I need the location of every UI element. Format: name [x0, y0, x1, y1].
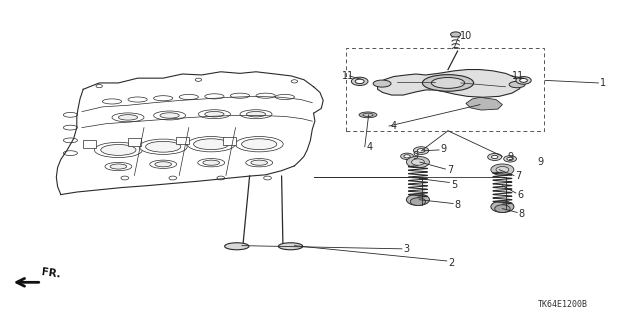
Ellipse shape — [246, 159, 273, 167]
Circle shape — [520, 78, 527, 82]
Circle shape — [413, 147, 429, 154]
Text: FR.: FR. — [40, 267, 61, 280]
Circle shape — [406, 194, 429, 205]
Circle shape — [491, 164, 514, 175]
Ellipse shape — [373, 80, 391, 87]
Text: 3: 3 — [403, 244, 410, 254]
Ellipse shape — [150, 160, 177, 168]
Ellipse shape — [203, 160, 220, 165]
Ellipse shape — [230, 93, 250, 98]
Ellipse shape — [225, 243, 249, 250]
Text: 8: 8 — [454, 200, 461, 210]
Ellipse shape — [236, 137, 284, 152]
Text: 11: 11 — [512, 71, 524, 81]
Ellipse shape — [118, 115, 138, 120]
Text: 9: 9 — [413, 151, 419, 161]
Ellipse shape — [112, 113, 144, 122]
Ellipse shape — [102, 99, 122, 104]
Circle shape — [496, 167, 509, 173]
Circle shape — [401, 153, 413, 160]
Text: 7: 7 — [515, 171, 522, 181]
Circle shape — [96, 85, 102, 88]
Circle shape — [264, 176, 271, 180]
Circle shape — [169, 176, 177, 180]
Bar — [346, 48, 544, 131]
Text: 11: 11 — [342, 71, 355, 81]
Ellipse shape — [256, 93, 275, 98]
Ellipse shape — [246, 112, 266, 117]
Text: 10: 10 — [460, 31, 472, 41]
Bar — [83, 140, 96, 148]
Bar — [223, 137, 236, 145]
Ellipse shape — [155, 162, 172, 167]
Circle shape — [404, 155, 410, 158]
Circle shape — [412, 159, 424, 165]
Bar — [176, 137, 189, 144]
Ellipse shape — [154, 111, 186, 120]
Circle shape — [516, 77, 531, 84]
Text: TK64E1200B: TK64E1200B — [538, 300, 588, 309]
Ellipse shape — [278, 243, 303, 250]
Ellipse shape — [198, 159, 225, 167]
Ellipse shape — [205, 94, 224, 99]
Ellipse shape — [359, 112, 377, 118]
Ellipse shape — [140, 139, 187, 154]
Polygon shape — [466, 97, 502, 110]
Ellipse shape — [198, 110, 230, 119]
Text: 2: 2 — [448, 258, 454, 268]
Ellipse shape — [205, 112, 224, 117]
Ellipse shape — [240, 110, 272, 119]
Circle shape — [495, 205, 510, 212]
Text: 1: 1 — [600, 78, 607, 88]
Ellipse shape — [242, 139, 277, 150]
Circle shape — [351, 77, 368, 85]
Circle shape — [504, 156, 516, 162]
Text: 5: 5 — [451, 180, 458, 190]
Ellipse shape — [194, 139, 229, 150]
Ellipse shape — [128, 97, 147, 102]
Polygon shape — [378, 70, 522, 97]
Ellipse shape — [431, 78, 465, 88]
Ellipse shape — [422, 75, 474, 91]
Ellipse shape — [63, 113, 77, 117]
Text: 7: 7 — [447, 165, 453, 175]
Circle shape — [406, 156, 429, 168]
Text: 9: 9 — [538, 157, 544, 167]
Circle shape — [291, 80, 298, 83]
Circle shape — [491, 201, 514, 212]
Bar — [128, 138, 141, 146]
Ellipse shape — [160, 113, 179, 118]
Circle shape — [121, 176, 129, 180]
Text: 6: 6 — [517, 190, 524, 200]
Circle shape — [195, 78, 202, 81]
Text: 4: 4 — [366, 142, 372, 152]
Text: 9: 9 — [440, 144, 447, 154]
Circle shape — [507, 157, 513, 160]
Ellipse shape — [63, 138, 77, 143]
Circle shape — [492, 155, 498, 159]
Text: 9: 9 — [508, 152, 514, 162]
Ellipse shape — [251, 160, 268, 165]
Circle shape — [417, 149, 425, 152]
Ellipse shape — [63, 151, 77, 156]
Ellipse shape — [363, 113, 373, 116]
Circle shape — [451, 32, 461, 37]
Circle shape — [410, 198, 426, 205]
Ellipse shape — [95, 142, 143, 158]
Ellipse shape — [154, 96, 173, 101]
Ellipse shape — [101, 145, 136, 155]
Ellipse shape — [275, 94, 294, 100]
Ellipse shape — [179, 94, 198, 100]
Ellipse shape — [63, 125, 77, 130]
Ellipse shape — [110, 164, 127, 169]
Circle shape — [217, 176, 225, 180]
Ellipse shape — [509, 81, 525, 88]
Ellipse shape — [146, 141, 180, 152]
Text: 8: 8 — [518, 209, 525, 219]
Ellipse shape — [188, 137, 236, 152]
Ellipse shape — [105, 162, 132, 171]
Text: 4: 4 — [390, 121, 397, 131]
Circle shape — [488, 153, 502, 160]
Circle shape — [355, 79, 364, 84]
